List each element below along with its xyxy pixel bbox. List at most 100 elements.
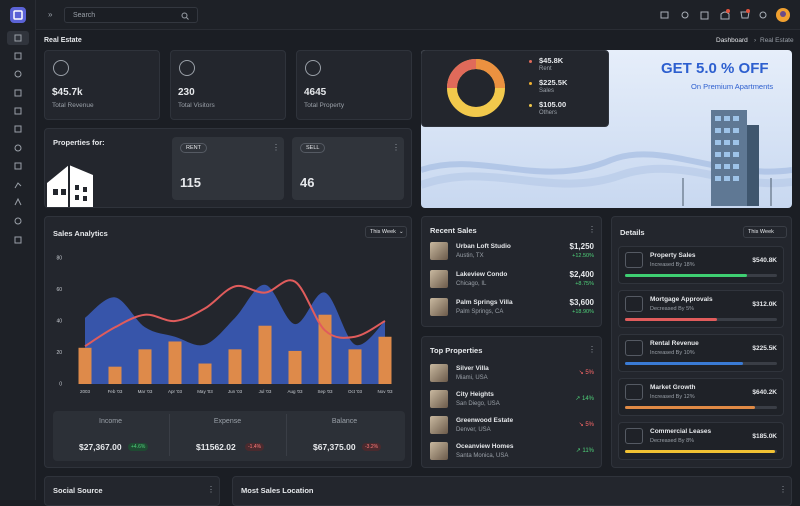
thumbnail: [430, 298, 448, 316]
thumbnail: [430, 242, 448, 260]
detail-icon: [625, 340, 643, 356]
stat-icon: [305, 60, 321, 76]
progress-fill: [625, 362, 743, 365]
detail-name: Commercial Leases: [650, 428, 712, 435]
detail-note: Increased By 18%: [650, 262, 695, 268]
details-filter-label: This Week: [748, 229, 774, 235]
detail-value: $540.8K: [752, 257, 777, 264]
details-filter[interactable]: This Week: [743, 226, 787, 238]
item-name: Lakeview Condo: [456, 271, 508, 278]
detail-icon: [625, 384, 643, 400]
detail-value: $225.5K: [752, 345, 777, 352]
more[interactable]: ⋮: [392, 143, 400, 152]
summary-value: $67,375.00: [313, 442, 356, 452]
details-title: Details: [620, 228, 645, 237]
detail-name: Rental Revenue: [650, 340, 699, 347]
progress-fill: [625, 450, 775, 453]
detail-value: $640.2K: [752, 389, 777, 396]
banner-title: GET 5.0 % OFF: [661, 60, 769, 77]
sales-title: Sales Analytics: [53, 229, 108, 238]
more[interactable]: ⋮: [588, 225, 596, 234]
thumbnail: [430, 442, 448, 460]
detail-value: $312.0K: [752, 301, 777, 308]
property-card: [172, 137, 284, 200]
item-change: +12.50%: [572, 253, 594, 259]
progress-track: [625, 450, 777, 453]
item-name: City Heights: [456, 391, 494, 398]
item-name: Oceanview Homes: [456, 443, 514, 450]
legend-value: $45.8K: [539, 56, 564, 65]
property-tag: SELL: [300, 143, 326, 153]
stat-value: 230: [178, 87, 195, 98]
sales-filter[interactable]: This Week ⌄: [365, 226, 407, 238]
legend-dot: [529, 104, 532, 107]
search-icon: [181, 12, 189, 20]
item-location: Denver, USA: [456, 427, 491, 433]
item-location: Santa Monica, USA: [456, 453, 509, 459]
legend-dot: [529, 82, 532, 85]
more[interactable]: ⋮: [779, 485, 787, 494]
thumbnail: [430, 390, 448, 408]
stat-label: Total Revenue: [52, 102, 94, 109]
menu-toggle[interactable]: »: [48, 10, 53, 19]
progress-track: [625, 362, 777, 365]
detail-icon: [625, 428, 643, 444]
detail-item: [618, 422, 784, 460]
detail-note: Increased By 10%: [650, 350, 695, 356]
breadcrumb-current: Real Estate: [760, 37, 794, 44]
social-title: Social Source: [53, 486, 103, 495]
house-icon: [47, 165, 93, 207]
topbar-icons[interactable]: [655, 6, 800, 26]
top-properties-title: Top Properties: [430, 346, 483, 355]
item-change: +8.75%: [575, 281, 594, 287]
item-price: $3,600: [569, 298, 594, 307]
detail-value: $185.0K: [752, 433, 777, 440]
detail-item: [618, 290, 784, 328]
page-title: Real Estate: [44, 37, 82, 44]
top-properties-card: Top Properties ⋮: [421, 336, 602, 468]
stat-value: $45.7k: [52, 87, 83, 98]
summary-label: Expense: [213, 418, 242, 425]
detail-note: Increased By 12%: [650, 394, 695, 400]
detail-name: Mortgage Approvals: [650, 296, 713, 303]
item-change: ↗ 11%: [575, 448, 594, 454]
detail-item: [618, 378, 784, 416]
thumbnail: [430, 270, 448, 288]
more[interactable]: ⋮: [588, 345, 596, 354]
detail-item: [618, 334, 784, 372]
sales-filter-label: This Week: [370, 229, 396, 235]
legend-value: $225.5K: [539, 78, 568, 87]
item-name: Palm Springs Villa: [456, 299, 513, 306]
stat-label: Total Property: [304, 102, 345, 109]
item-name: Greenwood Estate: [456, 417, 514, 424]
location-card: Most Sales Location ⋮: [232, 476, 792, 506]
legend-label: Others: [539, 110, 558, 116]
search-box[interactable]: Search: [64, 7, 198, 23]
breadcrumb-link[interactable]: Dashboard: [716, 37, 748, 44]
summary-value: $27,367.00: [79, 442, 122, 452]
detail-icon: [625, 296, 643, 312]
search-placeholder: Search: [73, 12, 96, 19]
item-price: $1,250: [569, 242, 594, 251]
thumbnail: [430, 364, 448, 382]
banner-subtitle: On Premium Apartments: [691, 82, 774, 91]
donut: [447, 59, 505, 117]
summary-label: Balance: [331, 418, 358, 425]
stat-label: Total Visitors: [178, 102, 215, 109]
stat-icon: [179, 60, 195, 76]
chevron: ⌄: [399, 229, 404, 235]
more[interactable]: ⋮: [207, 485, 215, 494]
more[interactable]: ⋮: [272, 143, 280, 152]
summary-label: Income: [99, 418, 122, 425]
legend-label: Rent: [539, 66, 552, 72]
summary-badge: -1.4%: [245, 443, 265, 451]
item-name: Silver Villa: [456, 365, 489, 372]
summary-value: $11562.02: [196, 442, 236, 452]
item-change: +18.90%: [572, 309, 594, 315]
progress-fill: [625, 406, 755, 409]
property-tag: RENT: [180, 143, 207, 153]
detail-item: [618, 246, 784, 284]
summary-badge: -3.2%: [362, 443, 382, 451]
legend-dot: [529, 60, 532, 63]
divider: [286, 414, 287, 456]
